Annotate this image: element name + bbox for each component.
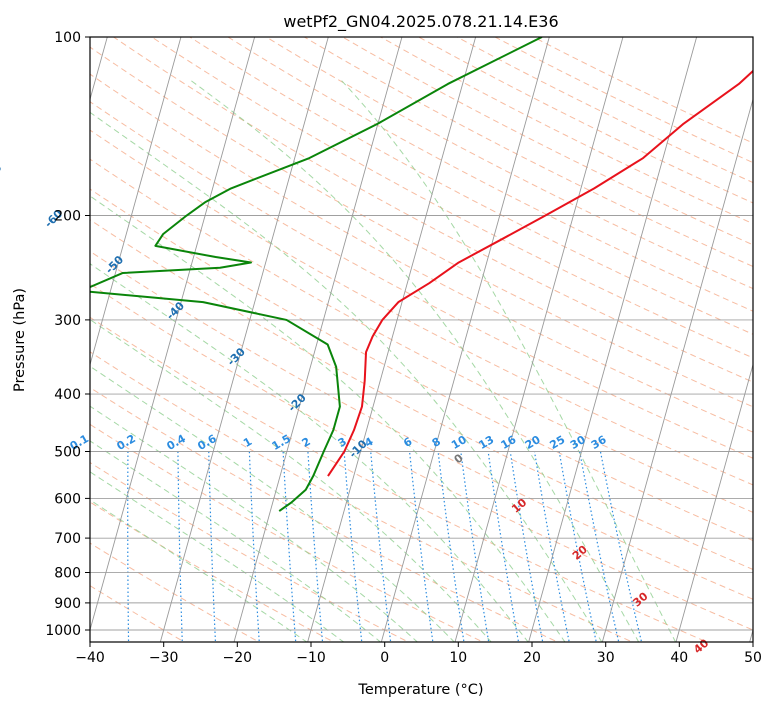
dewpoint-profile-line (90, 37, 543, 512)
isotherm-line (90, 37, 182, 367)
y-tick-label: 400 (54, 387, 81, 403)
x-tick-label: 30 (597, 650, 615, 666)
moist-adiabat-line (340, 79, 677, 642)
x-tick-label: −10 (296, 650, 326, 666)
y-tick-label: 300 (54, 313, 81, 329)
x-tick-label: 0 (380, 650, 389, 666)
x-tick-label: 50 (744, 650, 762, 666)
mixing-ratio-line (599, 451, 643, 642)
y-tick-label: 600 (54, 491, 81, 507)
dry-adiabat-line (188, 37, 753, 335)
moist-adiabat-line (90, 195, 566, 642)
moist-adiabats (90, 79, 677, 642)
y-tick-label: 1000 (45, 623, 81, 639)
plot-frame (89, 36, 754, 643)
mixing-ratio-line (579, 451, 620, 642)
moist-adiabat-line (90, 440, 382, 642)
y-axis-ticks: 100 200 300 400 500 600 700 800 900 1000 (45, 30, 90, 639)
dry-adiabat-line (532, 37, 753, 144)
mixing-ratio-line (487, 451, 520, 642)
plot-area (90, 37, 753, 642)
isotherm-line (380, 37, 550, 642)
y-tick-label: 700 (54, 531, 81, 547)
x-axis-ticks: −40 −30 −20 −10 0 10 20 30 40 50 (75, 642, 762, 666)
y-tick-label: 500 (54, 445, 81, 461)
dry-adiabat-line (227, 37, 753, 312)
moist-adiabat-line (90, 405, 419, 642)
isotherm-line (528, 37, 698, 642)
dry-adiabat-line (265, 37, 753, 290)
x-axis-title: Temperature (°C) (357, 682, 483, 698)
isotherm-line (159, 37, 329, 642)
dry-adiabat-line (90, 188, 753, 542)
dry-adiabat-line (112, 37, 753, 383)
isotherm-line (307, 37, 477, 642)
temperature-profile-line (327, 69, 753, 477)
y-tick-label: 200 (54, 209, 81, 225)
x-tick-label: −20 (223, 650, 253, 666)
isotherm-line (675, 362, 753, 642)
mixing-ratio-line (558, 451, 597, 642)
y-tick-label: 800 (54, 566, 81, 582)
sounding-profiles (90, 37, 753, 512)
moist-adiabat-line (189, 79, 640, 642)
isotherm-line (233, 37, 403, 642)
x-tick-label: 10 (449, 650, 467, 666)
dry-adiabat-line (303, 37, 753, 268)
moist-adiabat-line (90, 499, 308, 642)
x-tick-label: 40 (670, 650, 688, 666)
y-axis-title: Pressure (hPa) (12, 288, 28, 392)
dry-adiabat-line (150, 37, 753, 359)
moist-adiabat-line (90, 318, 492, 642)
dry-adiabat-line (90, 461, 410, 642)
isotherm-gridlines (90, 37, 753, 642)
x-tick-label: −30 (149, 650, 179, 666)
dry-adiabat-line (494, 37, 753, 164)
dry-adiabat-line (90, 423, 485, 642)
isotherm-line (90, 37, 256, 632)
chart-title: wetPf2_GN04.2025.078.21.14.E36 (283, 12, 558, 32)
moist-adiabat-line (90, 471, 345, 642)
y-tick-label: 100 (54, 30, 81, 46)
mixing-ratio-line (533, 451, 570, 642)
mixing-ratio-line (460, 451, 490, 642)
moist-adiabat-line (90, 111, 603, 642)
dry-adiabat-line (341, 37, 753, 246)
mixing-ratio-line (509, 451, 544, 642)
isotherm-line (601, 97, 753, 642)
dry-adiabat-line (90, 283, 753, 631)
isotherm-line (454, 37, 624, 642)
x-tick-label: 20 (523, 650, 541, 666)
y-tick-label: 900 (54, 596, 81, 612)
x-tick-label: −40 (75, 650, 105, 666)
